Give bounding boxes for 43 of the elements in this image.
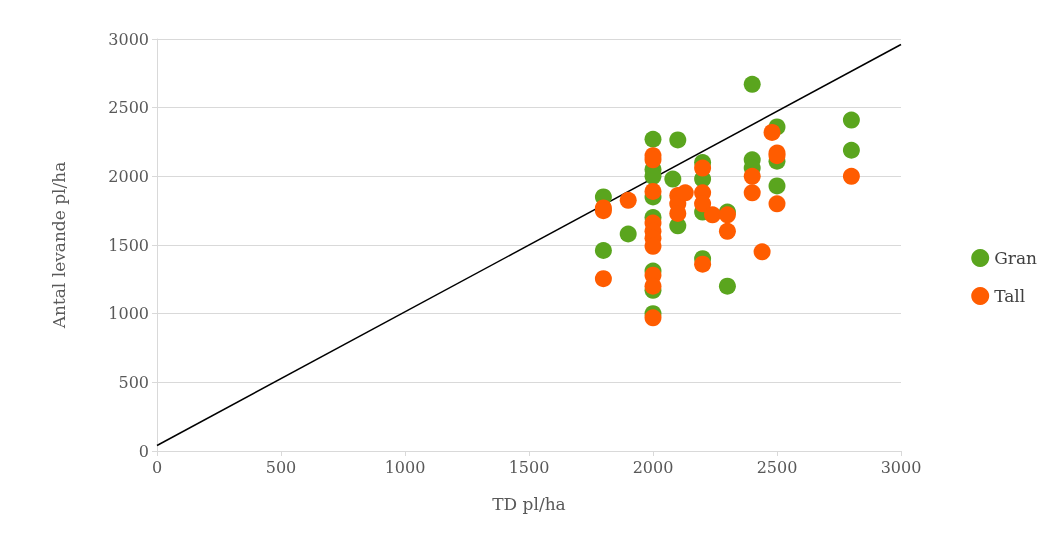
point	[763, 123, 781, 141]
point	[842, 111, 860, 129]
point	[753, 243, 771, 261]
x-tick-label: 1000	[384, 457, 426, 477]
legend-label: Gran	[994, 248, 1038, 268]
point	[694, 255, 712, 273]
y-tick-label: 1000	[108, 304, 149, 324]
x-tick-label: 1500	[508, 457, 550, 477]
point	[743, 167, 761, 185]
point	[694, 159, 712, 177]
point	[594, 270, 612, 288]
y-tick-label: 0	[138, 441, 149, 461]
x-tick-label: 0	[151, 457, 163, 477]
point	[743, 184, 761, 202]
x-tick-label: 3000	[880, 457, 922, 477]
point	[768, 195, 786, 213]
x-axis-title: TD pl/ha	[492, 493, 566, 514]
y-tick-label: 2500	[108, 98, 149, 118]
point	[644, 182, 662, 200]
point	[669, 131, 687, 149]
point	[842, 167, 860, 185]
x-tick-label: 2500	[756, 457, 798, 477]
point	[644, 130, 662, 148]
y-tick-label: 1500	[108, 235, 149, 255]
y-tick-label: 2000	[108, 166, 149, 186]
point	[664, 170, 682, 188]
point	[718, 277, 736, 295]
point	[619, 191, 637, 209]
x-tick-label: 500	[265, 457, 297, 477]
y-tick-label: 500	[118, 372, 149, 392]
point	[676, 184, 694, 202]
legend-label: Tall	[994, 286, 1026, 306]
point	[743, 75, 761, 93]
point	[718, 222, 736, 240]
point	[619, 225, 637, 243]
y-tick-label: 3000	[108, 29, 149, 49]
point	[842, 141, 860, 159]
x-tick-label: 2000	[632, 457, 674, 477]
point	[704, 206, 722, 224]
point	[644, 309, 662, 327]
y-axis-title: Antal levande pl/ha	[48, 161, 69, 330]
point	[768, 177, 786, 195]
point	[594, 242, 612, 259]
